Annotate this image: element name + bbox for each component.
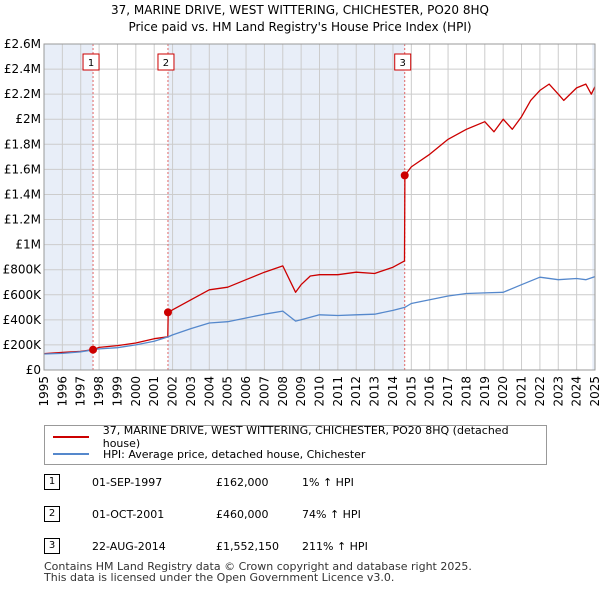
y-tick-label: £600K [3,288,43,302]
footer-line-1: Contains HM Land Registry data © Crown c… [44,560,472,573]
x-tick-label: 1999 [110,376,124,407]
sale-point-2 [163,308,172,317]
x-tick-label: 2018 [459,376,473,407]
x-tick-label: 2021 [515,376,529,407]
x-tick-label: 2023 [551,376,565,407]
y-tick-label: £1.8M [4,137,41,151]
sale-number-badge: 1 [44,474,60,490]
y-tick-label: £2.4M [4,62,41,76]
sale-hpi-change: 74% ↑ HPI [302,508,361,521]
legend-swatch-property [53,436,89,438]
sale-date: 22-AUG-2014 [92,540,166,553]
sale-price: £460,000 [216,508,269,521]
plot-frame [43,43,596,371]
y-tick-label: £1.2M [4,213,41,227]
title-line-2: Price paid vs. HM Land Registry's House … [128,20,472,34]
x-tick-label: 2024 [570,376,584,407]
shaded-region-1 [167,44,405,370]
y-tick-label: £1.4M [4,187,41,201]
sale-price: £162,000 [216,476,269,489]
footer-line-2: This data is licensed under the Open Gov… [44,571,395,584]
sale-box-2 [157,53,175,71]
x-tick-label: 1998 [92,376,106,407]
x-tick-label: 2002 [166,376,180,407]
sale-hpi-change: 211% ↑ HPI [302,540,368,553]
x-tick-label: 2022 [533,376,547,407]
axis-labels: £0 £200K £400K £600K £800K £1M £1.2M £1.4M £1.6M… [3,37,600,407]
y-tick-label: £400K [3,313,43,327]
x-tick-label: 2009 [294,376,308,407]
sale-box-1 [82,53,100,71]
y-tick-label: £0 [26,363,41,377]
y-tick-label: £200K [3,338,43,352]
x-tick-label: 2001 [147,376,161,407]
x-tick-label: 1995 [37,376,51,407]
legend-label-property: 37, MARINE DRIVE, WEST WITTERING, CHICHE… [102,424,509,450]
sale-point-3 [400,171,409,180]
title-line-1: 37, MARINE DRIVE, WEST WITTERING, CHICHE… [111,3,489,17]
x-tick-label: 2010 [313,376,327,407]
sale-number-badge: 3 [44,538,60,554]
x-tick-label: 2016 [423,376,437,407]
x-tick-label: 2013 [368,376,382,407]
sale-date: 01-SEP-1997 [92,476,163,489]
sale-box-label-1: 1 [88,58,94,69]
sale-hpi-change: 1% ↑ HPI [302,476,354,489]
x-tick-label: 2007 [257,376,271,407]
x-tick-label: 2011 [331,376,345,407]
x-tick-label: 2015 [404,376,418,407]
x-tick-label: 2008 [276,376,290,407]
property-price-line [43,83,596,355]
table-row: 1 01-SEP-1997 £162,000 1% ↑ HPI [44,474,564,494]
sale-point-1 [89,345,98,354]
x-tick-label: 2014 [386,376,400,407]
sale-box-label-2: 2 [163,58,169,69]
x-tick-label: 1996 [55,376,69,407]
footer-attribution: Contains HM Land Registry data © Crown c… [44,561,472,583]
sale-number-badge: 2 [44,506,60,522]
chart-title: 37, MARINE DRIVE, WEST WITTERING, CHICHE… [0,2,600,36]
table-row: 3 22-AUG-2014 £1,552,150 211% ↑ HPI [44,538,564,558]
x-tick-label: 2020 [496,376,510,407]
x-tick-label: 2005 [221,376,235,407]
x-tick-label: 2019 [478,376,492,407]
sale-box-3 [394,53,412,71]
shaded-region-0 [44,44,94,370]
sale-price: £1,552,150 [216,540,279,553]
sale-markers: 1 2 3 [82,53,412,354]
legend-item-property: 37, MARINE DRIVE, WEST WITTERING, CHICHE… [53,424,546,450]
hpi-line [43,275,596,355]
legend-swatch-hpi [53,453,89,455]
legend-item-hpi: HPI: Average price, detached house, Chic… [53,446,365,462]
shaded-region-2 [592,44,595,370]
x-tick-label: 2025 [588,376,600,407]
x-tick-label: 2017 [441,376,455,407]
series-lines [43,83,596,355]
y-tick-label: £1M [15,238,41,252]
legend: 37, MARINE DRIVE, WEST WITTERING, CHICHE… [44,424,547,465]
sale-date: 01-OCT-2001 [92,508,165,521]
x-tick-label: 2006 [239,376,253,407]
y-tick-label: £2.6M [4,37,41,51]
x-tick-label: 2012 [349,376,363,407]
y-tick-label: £2.2M [4,87,41,101]
x-tick-label: 2000 [129,376,143,407]
x-tick-label: 2004 [202,376,216,407]
x-tick-label: 1997 [74,376,88,407]
legend-label-hpi: HPI: Average price, detached house, Chic… [103,447,366,461]
y-tick-label: £2M [15,112,41,126]
x-tick-label: 2003 [184,376,198,407]
y-tick-label: £800K [3,263,43,277]
y-tick-label: £1.6M [4,162,41,176]
sale-box-label-3: 3 [400,58,406,69]
table-row: 2 01-OCT-2001 £460,000 74% ↑ HPI [44,506,564,526]
